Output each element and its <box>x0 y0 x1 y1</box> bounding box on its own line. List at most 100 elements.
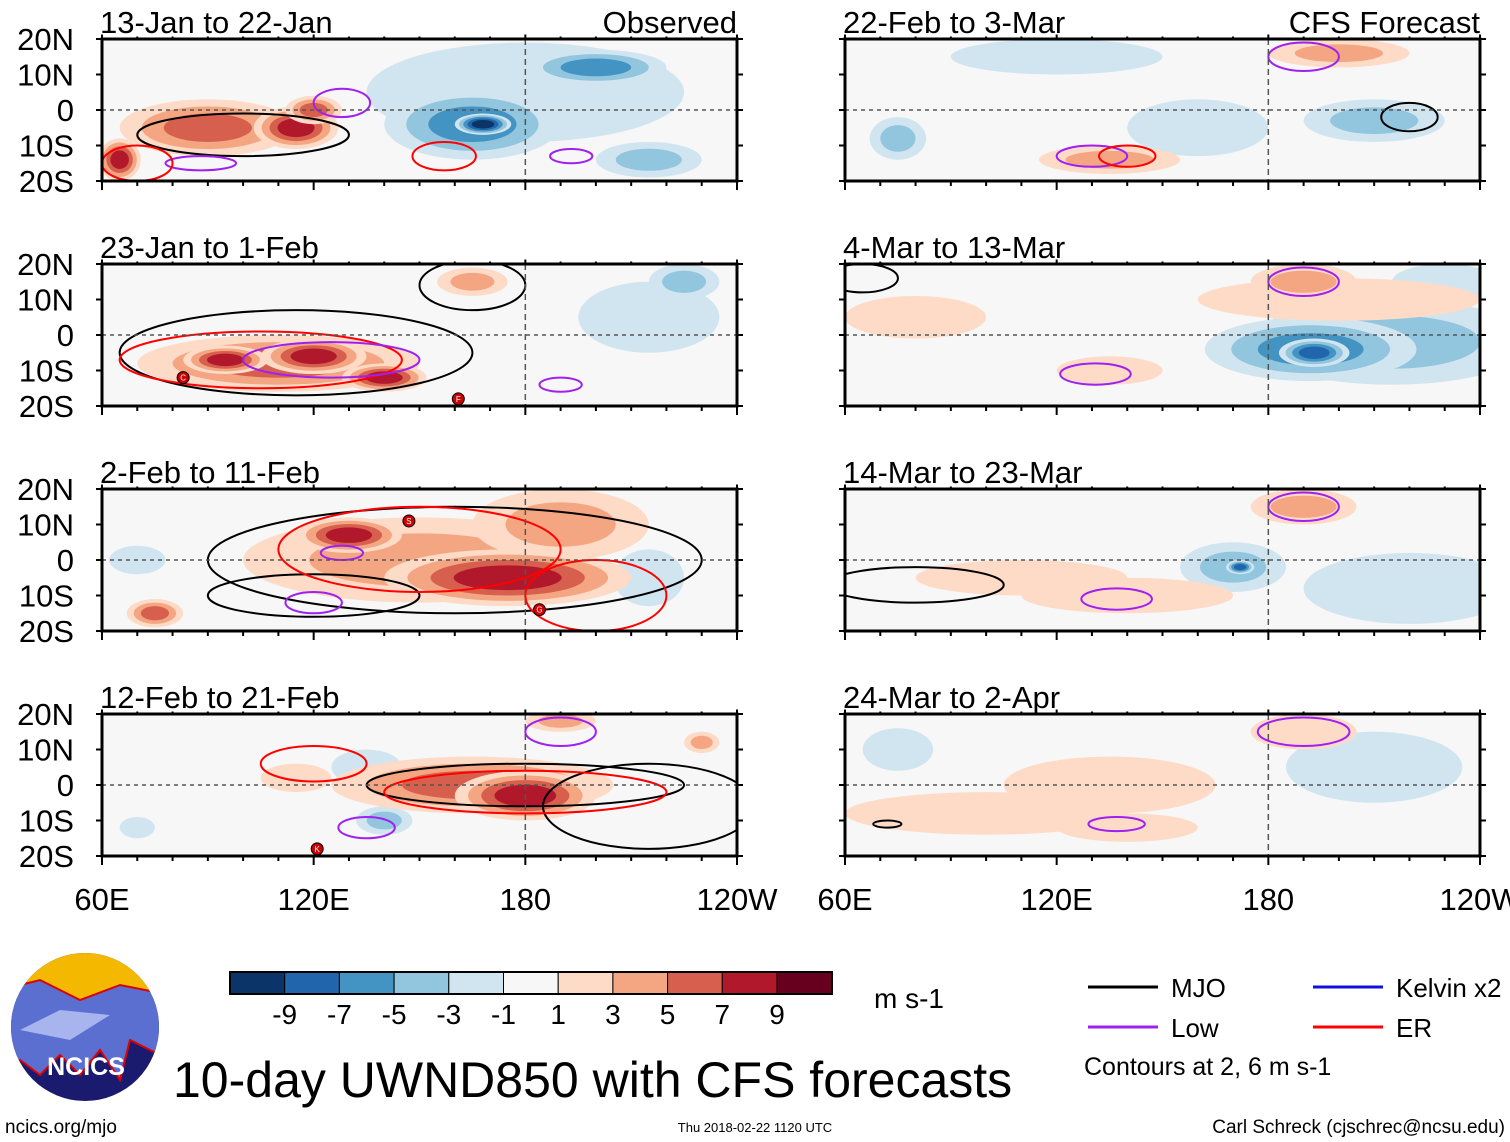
x-tick-label: 60E <box>817 882 872 917</box>
anomaly-blob <box>1250 714 1357 750</box>
contour-low <box>319 544 365 562</box>
contour-low <box>1267 491 1340 522</box>
storm-icon <box>402 514 416 528</box>
x-tick-label: 120W <box>1440 882 1510 917</box>
y-tick-label: 10N <box>17 508 74 543</box>
colorbar-swatch <box>338 971 395 995</box>
y-tick-label: 10S <box>19 804 74 839</box>
storm-label: G <box>536 606 542 615</box>
colorbar-tick-label: -5 <box>382 999 407 1030</box>
colorbar-swatch <box>229 971 286 995</box>
x-tick-label: 120E <box>1020 882 1092 917</box>
x-tick-label: 180 <box>499 882 551 917</box>
panel-title: 13-Jan to 22-Jan <box>100 5 333 40</box>
anomaly-blob <box>595 141 702 178</box>
panel-tag: CFS Forecast <box>1289 5 1481 40</box>
legend-item: Kelvin x2 <box>1313 973 1502 1003</box>
anomaly-blob <box>472 489 649 560</box>
y-tick-label: 20S <box>19 164 74 199</box>
anomaly-blob <box>1250 489 1357 525</box>
anomaly-blob <box>1303 552 1480 624</box>
anomaly-blob <box>915 560 1128 596</box>
contour-low <box>1055 144 1129 168</box>
panel-title: 23-Jan to 1-Feb <box>100 230 319 265</box>
contour-low <box>538 376 583 393</box>
figure-title: 10-day UWND850 with CFS forecasts <box>173 1052 1012 1108</box>
colorbar-swatch <box>721 971 778 995</box>
x-tick-label: 180 <box>1242 882 1294 917</box>
contour-er <box>1098 144 1157 168</box>
colorbar-units: m s-1 <box>874 983 944 1014</box>
contour-er <box>102 144 174 181</box>
anomaly-field <box>102 39 737 181</box>
anomaly-blob <box>525 49 667 86</box>
colorbar-tick-label: -1 <box>491 999 516 1030</box>
colorbar-swatch <box>503 971 559 995</box>
anomaly-level <box>1270 270 1337 293</box>
anomaly-blob <box>119 816 155 839</box>
anomaly-field <box>102 264 737 406</box>
y-tick-label: 20N <box>17 247 74 282</box>
contour-low <box>1267 41 1340 72</box>
anomaly-level <box>662 270 707 293</box>
colorbar-tick-label: 5 <box>660 999 676 1030</box>
contour-mjo <box>1380 101 1439 133</box>
anomaly-level <box>453 565 562 591</box>
storm-marker: C <box>176 371 190 385</box>
y-tick-label: 10N <box>17 283 74 318</box>
colorbar-swatch <box>667 971 723 995</box>
colorbar-swatch <box>448 971 505 995</box>
colorbar-tick-label: 3 <box>605 999 621 1030</box>
y-tick-label: 10N <box>17 733 74 768</box>
anomaly-blob <box>1250 264 1357 300</box>
y-tick-label: 10N <box>17 58 74 93</box>
contour-er <box>259 744 368 783</box>
anomaly-level <box>862 728 934 771</box>
legend-item: ER <box>1313 1013 1432 1043</box>
anomaly-level <box>950 39 1163 75</box>
y-tick-label: 20S <box>19 839 74 874</box>
anomaly-level <box>325 527 373 543</box>
colorbar-swatch <box>557 971 614 995</box>
anomaly-field <box>845 39 1480 181</box>
colorbar-tick-label: 1 <box>550 999 566 1030</box>
anomaly-blob <box>260 763 332 793</box>
anomaly-level <box>1233 563 1247 571</box>
map-panel: 4-Mar to 13-Mar <box>839 230 1486 415</box>
colorbar-frame <box>229 971 833 995</box>
legend-label: MJO <box>1171 973 1226 1003</box>
colorbar-swatch <box>612 971 669 995</box>
logo-text: NCICS <box>47 1053 125 1081</box>
anomaly-level <box>1250 714 1357 750</box>
anomaly-level <box>1065 150 1154 169</box>
anomaly-blob <box>862 728 934 771</box>
anomaly-blob <box>454 113 512 135</box>
legend-item: Low <box>1088 1013 1219 1043</box>
colorbar-tick-label: 7 <box>715 999 731 1030</box>
anomaly-level <box>690 735 713 750</box>
panel-title: 4-Mar to 13-Mar <box>843 230 1065 265</box>
y-tick-label: 0 <box>57 543 74 578</box>
legend-label: ER <box>1396 1013 1432 1043</box>
legend-label: Kelvin x2 <box>1396 973 1502 1003</box>
storm-icon <box>532 603 546 617</box>
anomaly-blob <box>356 806 413 835</box>
panel-title: 12-Feb to 21-Feb <box>100 680 340 715</box>
anomaly-blob <box>869 117 927 160</box>
y-tick-label: 20N <box>17 472 74 507</box>
y-tick-label: 10S <box>19 579 74 614</box>
contour-mjo <box>872 819 903 829</box>
anomaly-blob <box>845 792 1128 835</box>
website-link[interactable]: ncics.org/mjo <box>5 1117 117 1138</box>
anomaly-level <box>845 792 1128 835</box>
storm-marker: K <box>310 842 324 856</box>
contour-low <box>1087 815 1146 833</box>
x-tick-label: 120W <box>697 882 779 917</box>
anomaly-blob <box>1278 338 1350 367</box>
anomaly-level <box>538 714 583 728</box>
anomaly-blob <box>1056 356 1163 385</box>
anomaly-blob <box>684 731 720 754</box>
contour-low <box>1080 587 1153 611</box>
